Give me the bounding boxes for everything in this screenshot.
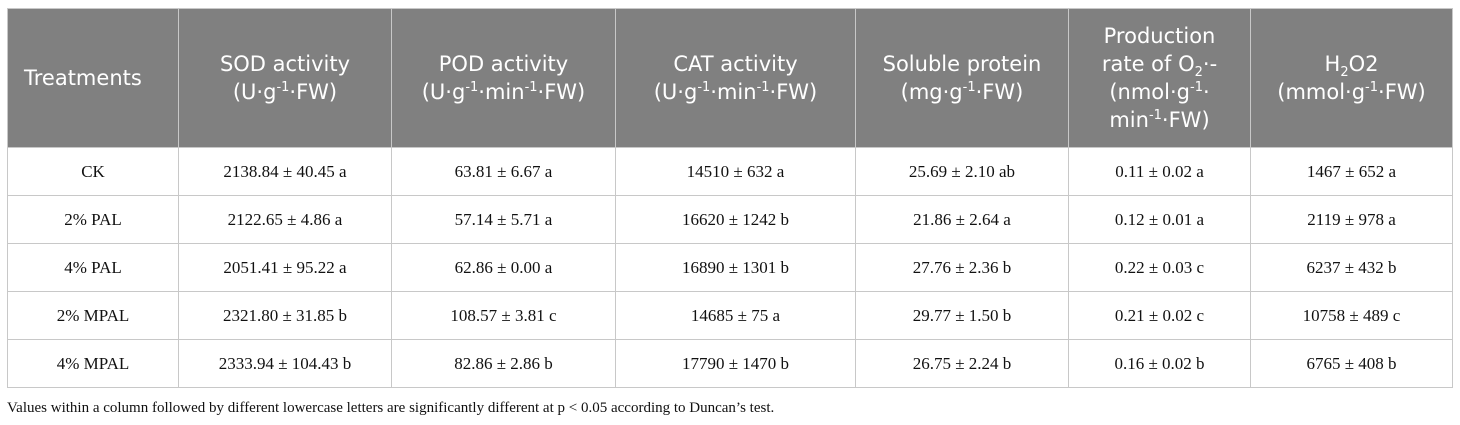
column-header-line: (U·g-1·FW)	[232, 80, 338, 104]
value-cell: 0.21 ± 0.02 c	[1068, 291, 1251, 340]
column-header: CAT activity (U·g-1·min-1·FW)	[615, 8, 856, 148]
column-header-line: H2O2	[1324, 52, 1379, 81]
value-cell: 14510 ± 632 a	[615, 147, 856, 196]
treatment-cell: 4% PAL	[7, 243, 179, 292]
column-header-line: (U·g-1·min-1·FW)	[421, 80, 586, 104]
column-header: SOD activity (U·g-1·FW)	[178, 8, 392, 148]
table-row: 4% PAL 2051.41 ± 95.22 a 62.86 ± 0.00 a 168…	[7, 243, 1453, 292]
value-cell: 108.57 ± 3.81 c	[391, 291, 616, 340]
column-header-line: rate of O2·-	[1101, 52, 1218, 81]
value-cell: 14685 ± 75 a	[615, 291, 856, 340]
column-header: POD activity (U·g-1·min-1·FW)	[391, 8, 616, 148]
header-row: Treatments SOD activity (U·g-1·FW) POD acti…	[7, 8, 1453, 148]
value-cell: 57.14 ± 5.71 a	[391, 195, 616, 244]
value-cell: 21.86 ± 2.64 a	[855, 195, 1069, 244]
value-cell: 6237 ± 432 b	[1250, 243, 1453, 292]
column-header-line: (nmol·g-1·	[1109, 80, 1210, 104]
value-cell: 17790 ± 1470 b	[615, 339, 856, 388]
treatment-cell: 4% MPAL	[7, 339, 179, 388]
table-row: 2% PAL 2122.65 ± 4.86 a 57.14 ± 5.71 a 1662…	[7, 195, 1453, 244]
column-header-line: (mg·g-1·FW)	[900, 80, 1024, 104]
treatment-cell: 2% MPAL	[7, 291, 179, 340]
value-cell: 29.77 ± 1.50 b	[855, 291, 1069, 340]
column-header-line: SOD activity	[219, 52, 351, 76]
column-header-line: (mmol·g-1·FW)	[1277, 80, 1426, 104]
value-cell: 2122.65 ± 4.86 a	[178, 195, 392, 244]
column-header-line: POD activity	[438, 52, 569, 76]
value-cell: 0.12 ± 0.01 a	[1068, 195, 1251, 244]
value-cell: 2051.41 ± 95.22 a	[178, 243, 392, 292]
value-cell: 1467 ± 652 a	[1250, 147, 1453, 196]
value-cell: 62.86 ± 0.00 a	[391, 243, 616, 292]
column-header: Production rate of O2·- (nmol·g-1· min-1·FW…	[1068, 8, 1251, 148]
column-header: Soluble protein (mg·g-1·FW)	[855, 8, 1069, 148]
column-header-line: Production	[1103, 24, 1216, 48]
value-cell: 16890 ± 1301 b	[615, 243, 856, 292]
value-cell: 0.22 ± 0.03 c	[1068, 243, 1251, 292]
results-table: Treatments SOD activity (U·g-1·FW) POD acti…	[7, 8, 1453, 388]
table-body: CK 2138.84 ± 40.45 a 63.81 ± 6.67 a 14510 ±…	[7, 147, 1453, 388]
value-cell: 2321.80 ± 31.85 b	[178, 291, 392, 340]
value-cell: 2138.84 ± 40.45 a	[178, 147, 392, 196]
value-cell: 16620 ± 1242 b	[615, 195, 856, 244]
value-cell: 82.86 ± 2.86 b	[391, 339, 616, 388]
column-header: H2O2 (mmol·g-1·FW)	[1250, 8, 1453, 148]
column-header-line: CAT activity	[673, 52, 798, 76]
value-cell: 26.75 ± 2.24 b	[855, 339, 1069, 388]
column-header-line: (U·g-1·min-1·FW)	[653, 80, 818, 104]
value-cell: 25.69 ± 2.10 ab	[855, 147, 1069, 196]
column-header-line: min-1·FW)	[1109, 108, 1210, 132]
treatment-cell: 2% PAL	[7, 195, 179, 244]
value-cell: 27.76 ± 2.36 b	[855, 243, 1069, 292]
table-row: CK 2138.84 ± 40.45 a 63.81 ± 6.67 a 14510 ±…	[7, 147, 1453, 196]
value-cell: 2333.94 ± 104.43 b	[178, 339, 392, 388]
value-cell: 2119 ± 978 a	[1250, 195, 1453, 244]
treatment-cell: CK	[7, 147, 179, 196]
value-cell: 10758 ± 489 c	[1250, 291, 1453, 340]
column-header-line: Soluble protein	[882, 52, 1042, 76]
value-cell: 0.16 ± 0.02 b	[1068, 339, 1251, 388]
table-header: Treatments SOD activity (U·g-1·FW) POD acti…	[7, 8, 1453, 148]
value-cell: 6765 ± 408 b	[1250, 339, 1453, 388]
column-header: Treatments	[7, 8, 179, 148]
table-footnote: Values within a column followed by diffe…	[7, 400, 775, 416]
value-cell: 63.81 ± 6.67 a	[391, 147, 616, 196]
column-header-line: Treatments	[24, 66, 142, 90]
value-cell: 0.11 ± 0.02 a	[1068, 147, 1251, 196]
